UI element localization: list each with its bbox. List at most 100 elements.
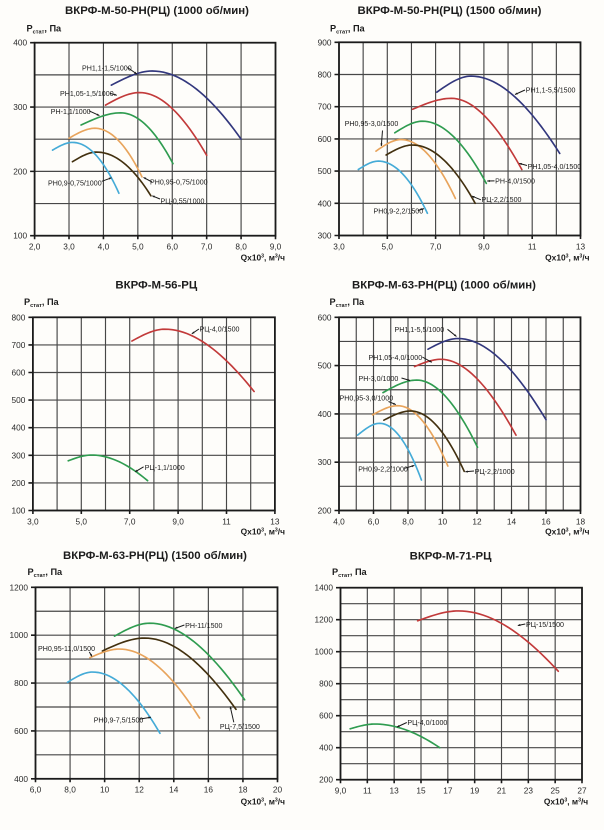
svg-text:11: 11: [528, 241, 537, 251]
svg-text:Рстат, Па: Рстат, Па: [332, 567, 368, 579]
svg-text:400: 400: [12, 423, 26, 433]
svg-text:700: 700: [318, 102, 332, 112]
svg-text:ВКРФ-М-50-РН(РЦ) (1000 об/мин): ВКРФ-М-50-РН(РЦ) (1000 об/мин): [65, 5, 249, 17]
svg-text:10: 10: [100, 785, 110, 795]
svg-text:6,0: 6,0: [368, 516, 380, 526]
svg-text:РН-1,1/1000: РН-1,1/1000: [51, 108, 91, 116]
svg-text:8,0: 8,0: [235, 242, 247, 252]
svg-text:400: 400: [318, 198, 332, 208]
svg-text:РЦ-2,2/1000: РЦ-2,2/1000: [475, 468, 515, 476]
svg-text:РЦ-4,0/1500: РЦ-4,0/1500: [200, 326, 240, 334]
svg-text:800: 800: [12, 312, 26, 322]
svg-text:500: 500: [12, 395, 26, 405]
svg-text:600: 600: [318, 312, 332, 322]
svg-text:17: 17: [443, 786, 453, 796]
svg-text:ВКРФ-М-63-РН(РЦ) (1000 об/мин): ВКРФ-М-63-РН(РЦ) (1000 об/мин): [352, 279, 536, 291]
svg-text:РЦ-0,55/1000: РЦ-0,55/1000: [161, 198, 205, 206]
svg-text:15: 15: [416, 786, 426, 796]
svg-text:Qх103, м3/ч: Qх103, м3/ч: [241, 527, 285, 537]
svg-text:РН0,95-11,0/1500: РН0,95-11,0/1500: [38, 645, 95, 653]
svg-text:800: 800: [318, 70, 332, 80]
svg-text:100: 100: [12, 506, 26, 516]
svg-text:16: 16: [541, 516, 551, 526]
svg-text:РН0,9-0,75/1000: РН0,9-0,75/1000: [48, 179, 102, 187]
svg-text:12: 12: [135, 785, 145, 795]
svg-text:ВКРФ-М-71-РЦ: ВКРФ-М-71-РЦ: [410, 551, 492, 563]
svg-text:11: 11: [363, 786, 372, 796]
svg-text:РН1,1-5,5/1000: РН1,1-5,5/1000: [395, 326, 445, 334]
svg-text:РЦ-1,1/1000: РЦ-1,1/1000: [145, 464, 185, 472]
svg-text:300: 300: [318, 231, 332, 241]
svg-text:Рстат, Па: Рстат, Па: [330, 24, 366, 36]
svg-text:Qх103, м3/ч: Qх103, м3/ч: [545, 252, 589, 262]
svg-text:РЦ-15/1500: РЦ-15/1500: [526, 621, 564, 629]
svg-text:1200: 1200: [315, 615, 334, 625]
svg-text:6,0: 6,0: [166, 242, 178, 252]
svg-text:РН0,95-0,75/1000: РН0,95-0,75/1000: [150, 178, 208, 186]
svg-text:14: 14: [169, 785, 179, 795]
svg-text:РН0,95-3,0/1500: РН0,95-3,0/1500: [345, 120, 399, 128]
svg-text:РН-11/1500: РН-11/1500: [185, 622, 222, 630]
svg-text:РН0,95-3,0/1000: РН0,95-3,0/1000: [340, 395, 394, 403]
svg-text:11: 11: [222, 516, 231, 526]
svg-text:9,0: 9,0: [335, 786, 347, 796]
svg-text:РН1,05-1,5/1000: РН1,05-1,5/1000: [60, 90, 114, 98]
svg-text:2,0: 2,0: [29, 242, 41, 252]
svg-text:Qх103, м3/ч: Qх103, м3/ч: [544, 797, 588, 807]
svg-text:200: 200: [13, 166, 27, 176]
svg-text:200: 200: [318, 506, 332, 516]
svg-text:ВКРФ-М-50-РН(РЦ) (1500 об/мин): ВКРФ-М-50-РН(РЦ) (1500 об/мин): [358, 5, 542, 17]
svg-text:400: 400: [319, 743, 333, 753]
svg-text:300: 300: [12, 450, 26, 460]
svg-text:6,0: 6,0: [30, 785, 42, 795]
svg-text:ВКРФ-М-63-РН(РЦ) (1500 об/мин): ВКРФ-М-63-РН(РЦ) (1500 об/мин): [63, 550, 247, 562]
svg-text:9,0: 9,0: [172, 516, 184, 526]
svg-text:8,0: 8,0: [402, 516, 414, 526]
svg-text:18: 18: [238, 785, 248, 795]
svg-text:27: 27: [577, 786, 587, 796]
svg-text:РН1,05-4,0/1000: РН1,05-4,0/1000: [369, 354, 423, 362]
svg-text:7,0: 7,0: [124, 516, 136, 526]
svg-text:Qх103, м3/ч: Qх103, м3/ч: [241, 797, 285, 807]
svg-text:4,0: 4,0: [333, 516, 345, 526]
svg-text:Qх103, м3/ч: Qх103, м3/ч: [545, 527, 589, 537]
svg-text:18: 18: [576, 516, 586, 526]
svg-text:19: 19: [470, 786, 480, 796]
svg-text:1000: 1000: [315, 647, 334, 657]
svg-text:21: 21: [497, 786, 507, 796]
svg-text:7,0: 7,0: [201, 242, 213, 252]
svg-text:РН0,9-2,2/1500: РН0,9-2,2/1500: [374, 207, 424, 215]
svg-text:500: 500: [318, 361, 332, 371]
svg-text:РН0,9-2,2/1000: РН0,9-2,2/1000: [358, 466, 408, 474]
svg-text:23: 23: [524, 786, 534, 796]
svg-text:3,0: 3,0: [27, 516, 39, 526]
svg-text:4,0: 4,0: [98, 242, 110, 252]
svg-text:600: 600: [318, 134, 332, 144]
svg-text:Рстат, Па: Рстат, Па: [24, 297, 60, 309]
svg-text:800: 800: [319, 679, 333, 689]
svg-text:3,0: 3,0: [63, 242, 75, 252]
svg-text:9,0: 9,0: [270, 242, 282, 252]
svg-text:5,0: 5,0: [76, 516, 88, 526]
svg-text:8,0: 8,0: [64, 785, 76, 795]
svg-text:400: 400: [318, 409, 332, 419]
svg-text:9,0: 9,0: [478, 241, 490, 251]
svg-text:300: 300: [318, 457, 332, 467]
svg-text:13: 13: [576, 241, 586, 251]
svg-text:10: 10: [438, 516, 448, 526]
svg-text:5,0: 5,0: [382, 241, 394, 251]
svg-text:200: 200: [12, 478, 26, 488]
svg-text:400: 400: [13, 38, 27, 48]
svg-text:РН1,1-1,5/1000: РН1,1-1,5/1000: [82, 65, 132, 73]
svg-text:РЦ-7,5/1500: РЦ-7,5/1500: [220, 723, 260, 731]
svg-text:25: 25: [551, 786, 561, 796]
svg-text:5,0: 5,0: [132, 242, 144, 252]
svg-text:600: 600: [14, 726, 28, 736]
svg-text:500: 500: [318, 166, 332, 176]
svg-text:3,0: 3,0: [333, 241, 345, 251]
svg-text:РН0,9-7,5/1500: РН0,9-7,5/1500: [94, 717, 144, 725]
svg-text:100: 100: [13, 231, 27, 241]
svg-text:20: 20: [273, 785, 283, 795]
svg-text:1200: 1200: [10, 582, 29, 592]
svg-text:РН1,05-4,0/1500: РН1,05-4,0/1500: [528, 163, 582, 171]
